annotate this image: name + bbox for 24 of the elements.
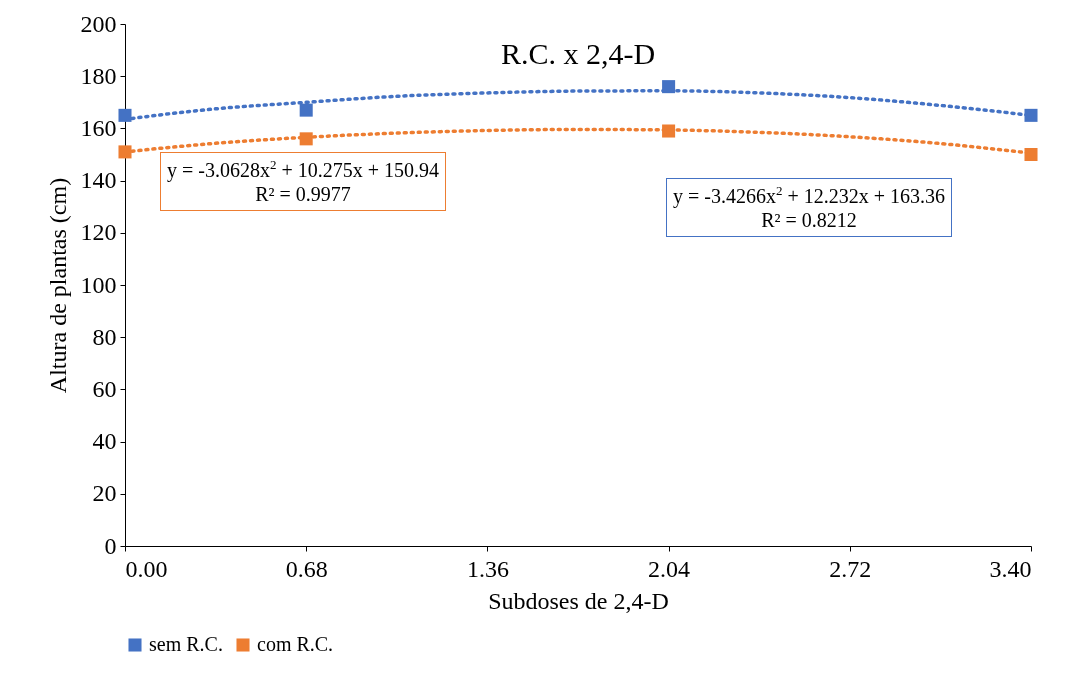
y-tick-label: 0 bbox=[104, 532, 117, 559]
annotation: y = -3.4266x$^{2}$ + 12.232x + 163.36 R² = 0.8212 bbox=[666, 178, 953, 237]
x-tick-label: 1.36 bbox=[466, 555, 509, 582]
chart-title: R.C. x 2,4-D bbox=[500, 37, 656, 70]
y-tick-label: 40 bbox=[92, 428, 117, 455]
y-tick-label: 180 bbox=[80, 62, 117, 89]
y-tick-label: 80 bbox=[92, 323, 117, 350]
y-tick-label: 60 bbox=[92, 375, 117, 402]
annotation: y = -3.0628x$^{2}$ + 10.275x + 150.94 R² = 0.9977 bbox=[160, 152, 447, 211]
y-axis-title: Altura de plantas (cm) bbox=[44, 177, 71, 394]
y-tick-label: 100 bbox=[80, 271, 117, 298]
x-tick-label: 3.40 bbox=[989, 555, 1032, 582]
legend-label: com R.C. bbox=[257, 633, 334, 655]
y-tick-label: 140 bbox=[80, 167, 117, 194]
x-axis-title: Subdoses de 2,4-D bbox=[488, 587, 669, 614]
legend-label: sem R.C. bbox=[149, 633, 223, 655]
y-tick-label: 160 bbox=[80, 114, 117, 141]
x-tick-label: 0.00 bbox=[125, 555, 168, 582]
x-tick-label: 2.04 bbox=[648, 555, 691, 582]
x-tick-label: 0.68 bbox=[285, 555, 328, 582]
y-tick-label: 200 bbox=[80, 10, 117, 37]
y-tick-label: 20 bbox=[92, 480, 117, 507]
x-tick-label: 2.72 bbox=[829, 555, 872, 582]
y-tick-label: 120 bbox=[80, 219, 117, 246]
